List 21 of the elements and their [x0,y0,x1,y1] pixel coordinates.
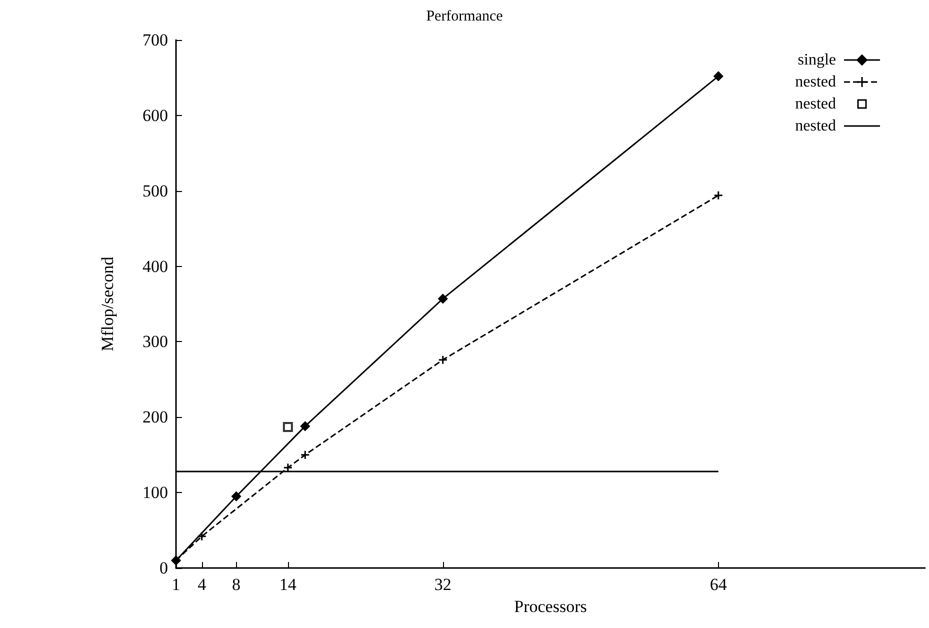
legend-label: single [798,52,836,68]
x-axis-title: Processors [514,597,587,616]
x-tick-label: 1 [172,575,180,594]
legend-label: nested [795,118,836,134]
chart-title: Performance [426,8,504,24]
y-tick-label: 200 [142,408,168,427]
legend-label: nested [795,96,836,112]
x-tick-label: 8 [232,575,241,594]
x-tick-label: 4 [198,575,207,594]
x-tick-label: 64 [710,575,728,594]
x-tick-label: 14 [279,575,297,594]
y-tick-label: 0 [160,558,168,578]
legend-label: nested [795,74,836,90]
y-tick-label: 400 [142,256,168,276]
y-tick-label: 700 [142,30,168,50]
y-tick-label: 500 [142,181,168,200]
x-tick-label: 32 [434,575,452,594]
y-tick-label: 300 [142,332,168,352]
y-tick-label: 100 [142,483,168,502]
y-tick-label: 600 [142,106,168,125]
y-axis-title: Mflop/second [98,256,117,352]
